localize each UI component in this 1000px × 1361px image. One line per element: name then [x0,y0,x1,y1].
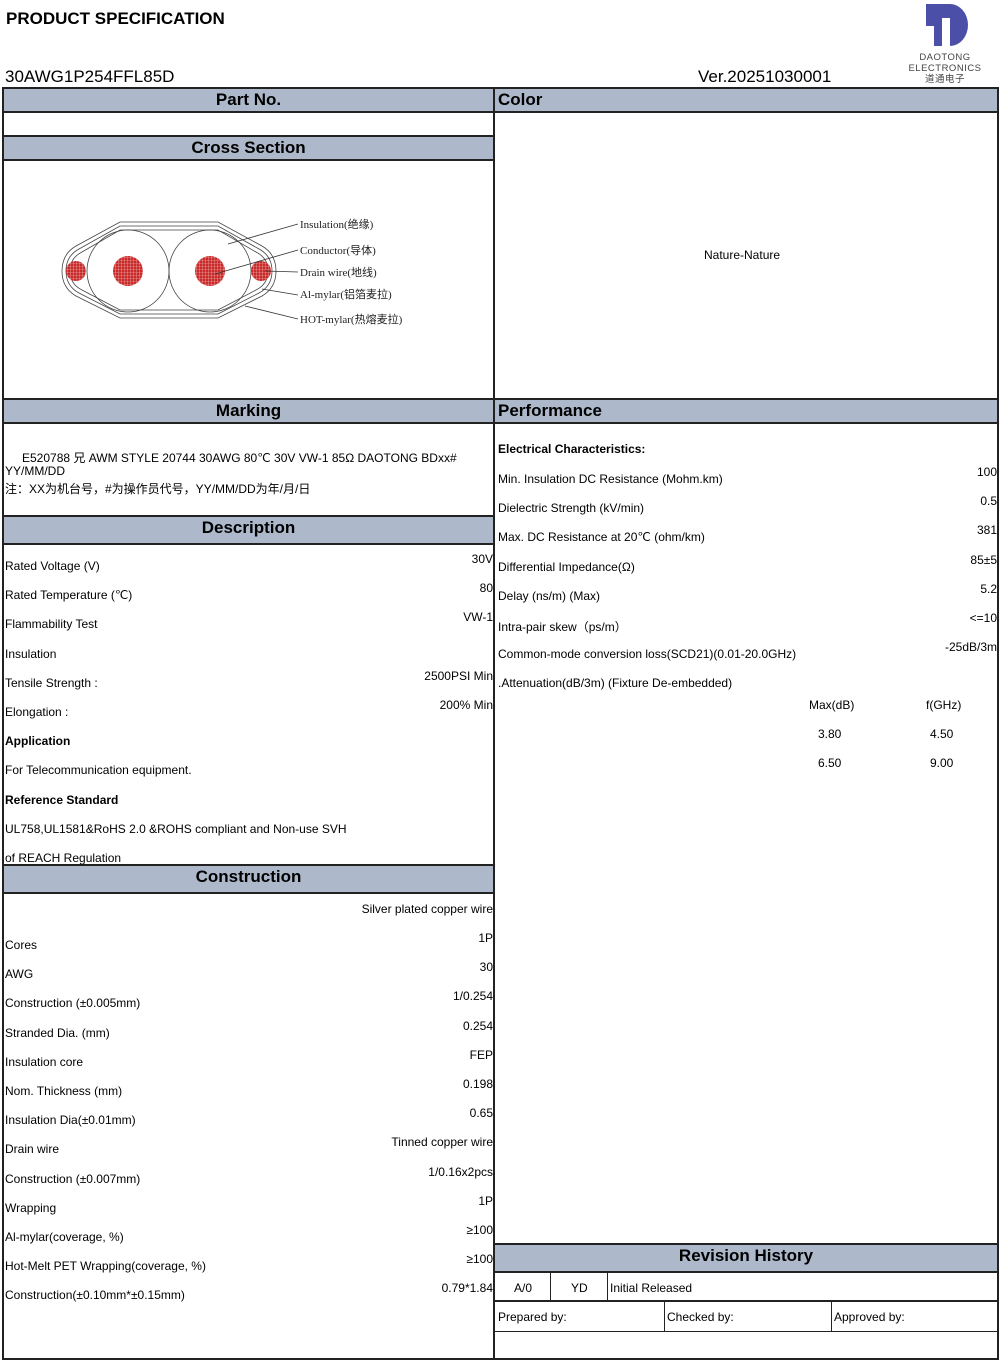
construction-label: Insulation Dia(±0.01mm) [5,1113,136,1128]
performance-value: 100 [976,465,997,479]
label-al-mylar: Al-mylar(铝箔麦拉) [300,287,392,301]
construction-value: ≥100 [466,1252,493,1267]
construction-value: Tinned copper wire [391,1135,493,1150]
description-label: UL758,UL1581&RoHS 2.0 &ROHS compliant an… [5,821,347,836]
construction-value: 0.79*1.84 [441,1281,493,1296]
label-drain-wire: Drain wire(地线) [300,265,377,279]
construction-label: Construction (±0.007mm) [5,1171,141,1186]
performance-value: 0.5 [980,494,997,509]
construction-label: Construction (±0.005mm) [5,996,141,1011]
construction-value: ≥100 [466,1223,493,1237]
performance-label: Dielectric Strength (kV/min) [498,501,645,516]
construction-label: Nom. Thickness (mm) [5,1084,123,1098]
description-value: 200% Min [439,698,493,712]
approved-by: Approved by: [834,1310,905,1324]
performance-value: 5.2 [980,581,997,596]
performance-label: Max. DC Resistance at 20℃ (ohm/km) [498,530,705,545]
construction-value: 0.198 [462,1077,493,1091]
description-value: 80 [479,581,493,596]
construction-label: Hot-Melt PET Wrapping(coverage, %) [5,1259,206,1274]
performance-value: 381 [976,523,997,538]
attenuation-header-max: Max(dB) [809,698,855,712]
revision-note: Initial Released [610,1281,693,1295]
construction-value: 30 [479,960,493,975]
construction-label: Wrapping [5,1200,57,1215]
construction-value: FEP [469,1047,493,1062]
performance-label: Common-mode conversion loss(SCD21)(0.01-… [498,647,797,662]
description-label: For Telecommunication equipment. [5,763,192,778]
performance-value: -25dB/3m [944,640,997,655]
signature-row [493,1300,999,1332]
construction-value: 1P [478,931,493,945]
description-value: 2500PSI Min [424,668,493,683]
description-label: of REACH Regulation [5,851,122,865]
logo-mark-icon [926,4,968,46]
color-header: Color [493,87,999,113]
marking-header: Marking [2,398,495,424]
part-no-header: Part No. [2,87,495,113]
version: Ver.20251030001 [698,67,832,86]
performance-label: Differential Impedance(Ω) [498,559,635,574]
performance-header: Performance [493,398,999,424]
label-insulation: Insulation(绝缘) [300,217,374,231]
performance-heading: Electrical Characteristics: [498,442,646,456]
construction-label: Insulation core [5,1054,84,1069]
revision-code: A/0 [514,1281,533,1295]
description-header: Description [2,515,495,545]
description-label: Reference Standard [5,792,119,807]
revision-history-header: Revision History [493,1243,999,1273]
performance-value: 85±5 [970,552,997,567]
construction-value: 0.254 [462,1018,493,1033]
description-label: Rated Temperature (℃) [5,588,133,603]
company-logo: DAOTONG ELECTRONICS 道通电子 [900,4,990,84]
construction-label: Cores [5,938,38,952]
construction-label: Al-mylar(coverage, %) [5,1230,124,1244]
construction-label: Drain wire [5,1142,60,1157]
description-label: Tensile Strength : [5,675,98,690]
cross-section-header: Cross Section [2,135,495,161]
label-conductor: Conductor(导体) [300,243,376,257]
description-label: Insulation [5,646,57,661]
construction-value: 0.65 [469,1106,493,1121]
revision-author: YD [571,1281,588,1295]
description-label: Elongation : [5,705,69,719]
document-title: PRODUCT SPECIFICATION [6,9,225,28]
construction-label: Construction(±0.10mm*±0.15mm) [5,1288,185,1303]
construction-value: Silver plated copper wire [361,902,493,916]
attenuation-freq: 9.00 [930,756,954,770]
attenuation-header-freq: f(GHz) [926,698,962,712]
performance-label: Min. Insulation DC Resistance (Mohm.km) [498,472,723,486]
performance-label: Intra-pair skew（ps/m） [498,620,627,634]
construction-value: 1/0.254 [452,989,493,1004]
description-value: VW-1 [463,610,493,625]
attenuation-max: 3.80 [818,727,842,741]
construction-value: 1/0.16x2pcs [428,1164,493,1179]
attenuation-freq: 4.50 [930,727,954,741]
marking-note: 注：XX为机台号，#为操作员代号，YY/MM/DD为年/月/日 [5,482,311,496]
label-hot-mylar: HOT-mylar(热熔麦拉) [300,312,403,326]
description-value: 30V [471,552,493,566]
checked-by: Checked by: [667,1310,734,1324]
performance-label: Delay (ns/m) (Max) [498,588,601,603]
performance-value: <=10 [969,611,997,625]
right-column [493,87,999,1360]
description-label: Application [5,734,71,749]
description-label: Rated Voltage (V) [5,559,100,573]
description-label: Flammability Test [5,617,98,632]
cross-section-diagram: Insulation(绝缘) Conductor(导体) Drain wire(… [61,217,403,326]
marking-line1: E520788 兄 AWM STYLE 20744 30AWG 80℃ 30V … [22,451,457,465]
performance-label: .Attenuation(dB/3m) (Fixture De-embedded… [498,676,733,691]
prepared-by: Prepared by: [498,1310,567,1324]
construction-value: 1P [478,1193,493,1208]
construction-header: Construction [2,864,495,894]
attenuation-max: 6.50 [818,756,842,770]
marking-line2: YY/MM/DD [5,464,65,478]
color-value: Nature-Nature [704,248,781,262]
construction-label: Stranded Dia. (mm) [5,1025,110,1040]
construction-label: AWG [5,967,34,982]
part-number: 30AWG1P254FFL85D [5,67,175,86]
